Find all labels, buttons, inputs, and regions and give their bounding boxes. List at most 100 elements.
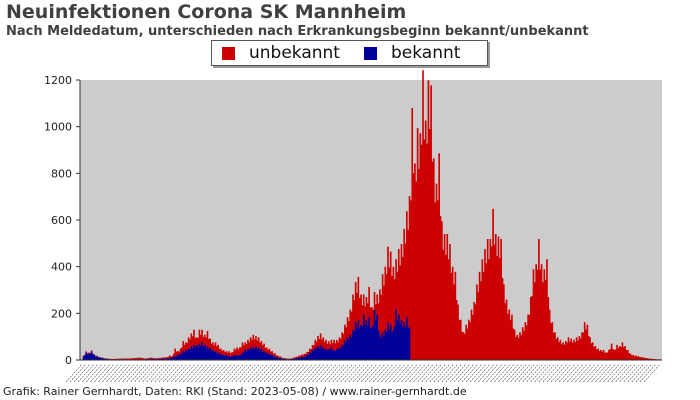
bar-unbekannt <box>396 271 399 321</box>
bar-bekannt <box>187 348 190 360</box>
bar-unbekannt <box>238 347 241 355</box>
bar-unbekannt <box>422 70 424 360</box>
bar-unbekannt <box>342 333 345 346</box>
bar-unbekannt <box>459 319 462 360</box>
bar-unbekannt <box>213 345 216 353</box>
y-tick-label: 400 <box>51 261 72 274</box>
bar-bekannt <box>391 332 393 360</box>
bar-unbekannt <box>151 358 154 360</box>
bar-bekannt <box>190 346 193 360</box>
bar-bekannt <box>179 353 182 360</box>
bar-unbekannt <box>112 358 114 360</box>
bar-unbekannt <box>589 337 591 360</box>
bar-unbekannt <box>129 358 132 360</box>
bar-unbekannt <box>472 314 474 360</box>
bar-unbekannt <box>581 332 583 360</box>
bar-unbekannt <box>567 337 570 360</box>
bar-bekannt <box>358 328 361 360</box>
bar-bekannt <box>366 325 369 360</box>
bar-unbekannt <box>203 334 206 345</box>
x-tick-label <box>267 363 285 383</box>
bar-unbekannt <box>473 302 476 360</box>
bar-unbekannt <box>350 311 353 337</box>
bar-unbekannt <box>484 249 486 360</box>
bar-unbekannt <box>556 337 559 360</box>
x-tick-label <box>554 363 572 383</box>
x-tick-label <box>102 363 119 383</box>
bar-unbekannt <box>519 332 521 360</box>
bar-bekannt <box>331 350 334 360</box>
x-tick-label <box>207 363 224 383</box>
bar-bekannt <box>186 351 189 360</box>
bar-unbekannt <box>489 239 492 360</box>
bar-unbekannt <box>315 341 318 349</box>
bar-unbekannt <box>283 358 286 360</box>
bar-bekannt <box>408 327 411 360</box>
bar-unbekannt <box>457 304 459 360</box>
bar-unbekannt <box>575 337 578 360</box>
bar-unbekannt <box>309 348 311 353</box>
bar-bekannt <box>377 330 380 360</box>
bar-unbekannt <box>92 353 94 355</box>
bar-unbekannt <box>93 354 96 355</box>
bar-unbekannt <box>631 355 633 360</box>
bar-bekannt <box>217 352 220 360</box>
bar-unbekannt <box>497 236 500 360</box>
bar-unbekannt <box>240 347 242 355</box>
bar-bekannt <box>177 354 179 360</box>
bar-bekannt <box>396 320 399 360</box>
bar-unbekannt <box>191 336 194 348</box>
bar-unbekannt <box>432 158 435 360</box>
bar-unbekannt <box>573 339 575 360</box>
footer-credit: Grafik: Rainer Gernhardt, Daten: RKI (St… <box>3 385 467 398</box>
x-tick-label <box>279 363 297 383</box>
x-tick-label <box>182 363 200 383</box>
bar-bekannt <box>341 344 344 360</box>
x-tick-label <box>158 363 176 383</box>
bar-unbekannt <box>89 352 92 354</box>
bar-unbekannt <box>195 337 198 345</box>
bar-unbekannt <box>640 356 643 360</box>
bar-unbekannt <box>321 339 323 349</box>
bar-bekannt <box>182 351 185 360</box>
bar-bekannt <box>379 334 381 360</box>
bar-unbekannt <box>140 358 143 360</box>
bar-bekannt <box>280 358 283 360</box>
bar-unbekannt <box>621 342 624 360</box>
bar-unbekannt <box>539 269 542 360</box>
bar-unbekannt <box>625 350 628 360</box>
bar-bekannt <box>197 346 199 361</box>
bar-unbekannt <box>212 342 214 350</box>
bar-bekannt <box>251 349 253 360</box>
bar-unbekannt <box>446 234 449 360</box>
bar-bekannt <box>406 317 408 360</box>
bar-bekannt <box>387 322 389 360</box>
bar-unbekannt <box>529 297 532 360</box>
bar-unbekannt <box>345 327 348 343</box>
bar-unbekannt <box>628 353 630 360</box>
bar-unbekannt <box>647 358 649 360</box>
x-tick-label <box>514 363 531 383</box>
bar-unbekannt <box>372 309 374 326</box>
bar-unbekannt <box>482 271 485 360</box>
bar-unbekannt <box>435 183 438 360</box>
bar-bekannt <box>88 353 90 360</box>
bar-bekannt <box>321 348 323 360</box>
bar-unbekannt <box>294 357 296 359</box>
bar-unbekannt <box>461 331 463 360</box>
bar-unbekannt <box>348 321 350 341</box>
bar-unbekannt <box>430 85 432 360</box>
bar-unbekannt <box>261 345 264 352</box>
bar-bekannt <box>362 314 365 360</box>
bar-unbekannt <box>284 358 287 359</box>
bar-bekannt <box>385 331 388 360</box>
bar-bekannt <box>310 352 313 360</box>
bar-bekannt <box>344 339 346 360</box>
bar-bekannt <box>364 324 366 360</box>
x-tick-label <box>445 363 463 383</box>
x-tick-label <box>247 363 265 383</box>
bar-bekannt <box>315 348 318 360</box>
bar-unbekannt <box>288 358 291 360</box>
x-tick-label <box>211 363 228 383</box>
bar-unbekannt <box>438 153 441 360</box>
